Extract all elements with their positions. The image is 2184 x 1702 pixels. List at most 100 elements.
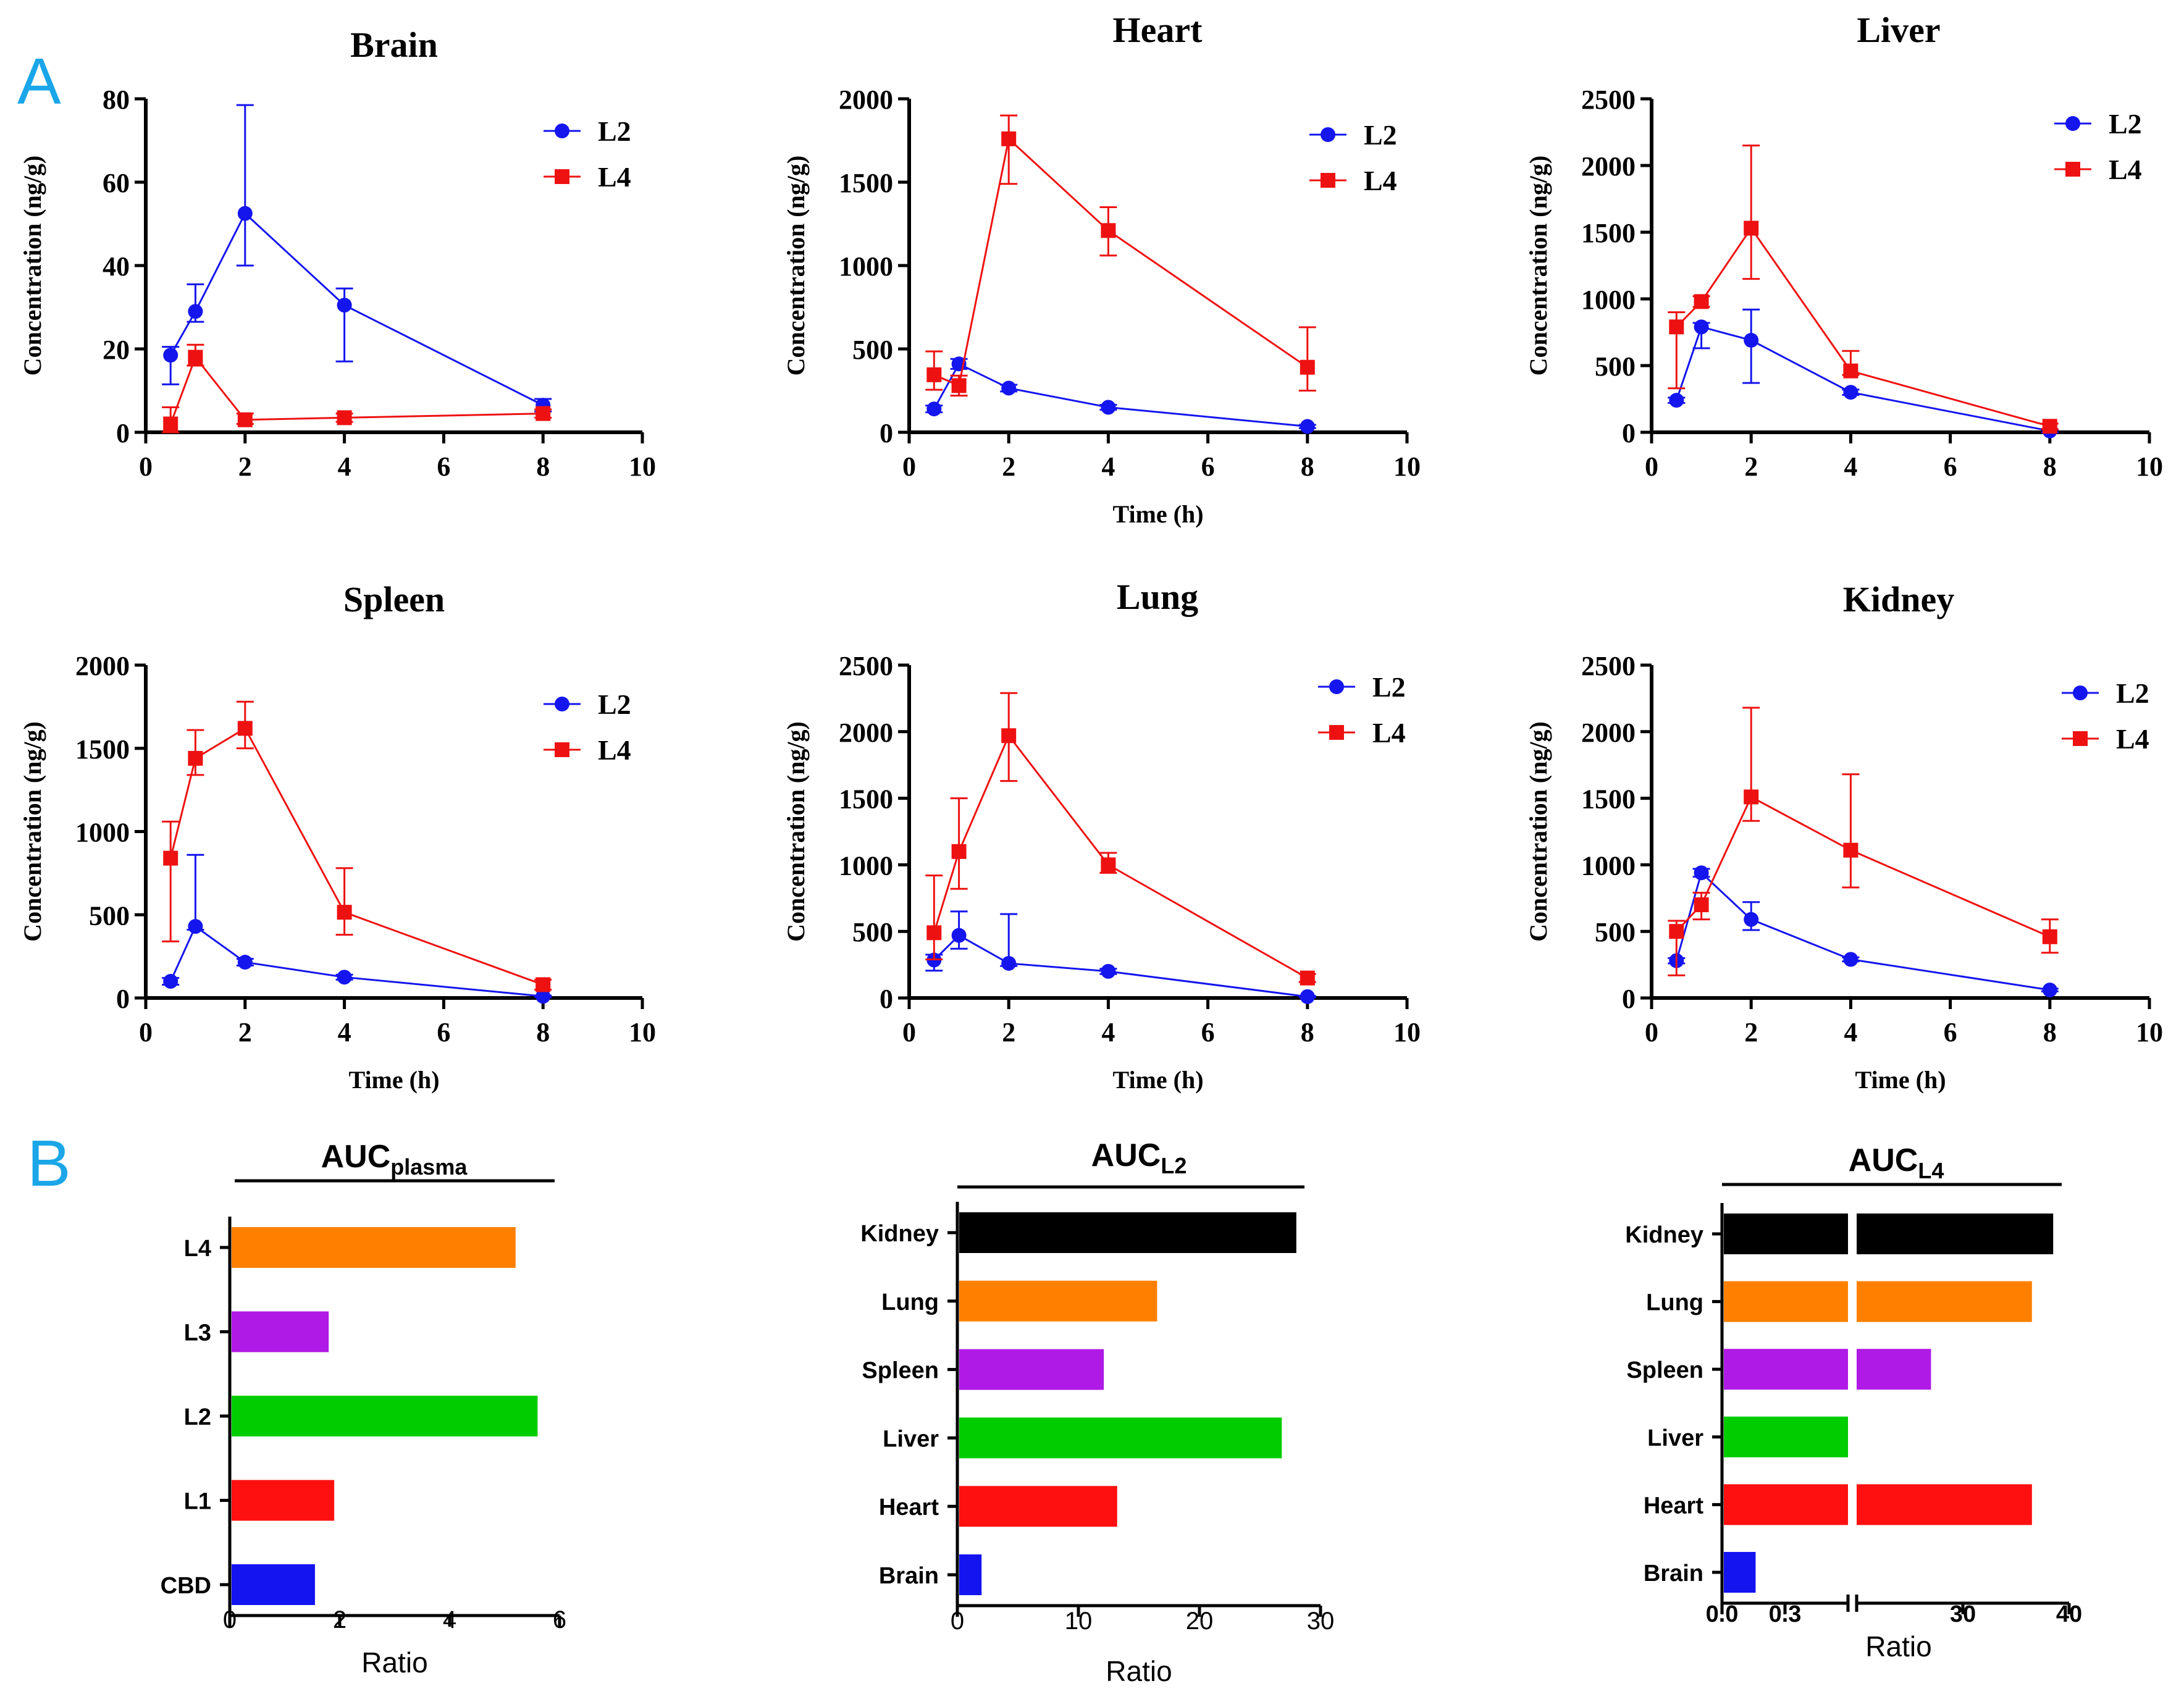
title-subscript: L4 [1918, 1158, 1944, 1183]
x-tick-label: 20 [1186, 1608, 1214, 1635]
y-tick-label: 0 [116, 984, 130, 1014]
data-point [163, 850, 178, 866]
y-tick-label: 0 [116, 418, 130, 448]
bar-l1 [232, 1480, 335, 1521]
x-tick-label: 6 [1944, 1017, 1957, 1047]
line-chart-heart: Heart 0 500 1000 1500 2000 0 2 4 6 8 10 Concentratio… [782, 10, 1421, 528]
y-tick-label: 80 [103, 85, 130, 115]
data-point [1694, 294, 1709, 309]
category-label: Kidney [860, 1221, 939, 1247]
data-point [1744, 912, 1759, 927]
series-l2 [925, 356, 1316, 434]
x-tick-label: 8 [2043, 451, 2057, 482]
data-point [1843, 952, 1858, 967]
panel-label-a: A [17, 45, 61, 118]
y-tick-label: 1500 [1581, 784, 1636, 815]
x-tick-label: 4 [1844, 451, 1857, 482]
bar-spleen [1724, 1349, 1848, 1390]
category-label: L2 [184, 1404, 211, 1430]
data-point [188, 304, 203, 319]
data-point [1101, 857, 1116, 873]
data-point [536, 977, 551, 992]
x-tick-label: 8 [1301, 1017, 1314, 1047]
category-label: CBD [161, 1573, 211, 1599]
data-point [337, 905, 352, 920]
data-point [1694, 319, 1709, 335]
data-point [337, 970, 352, 985]
x-tick-label: 4 [338, 451, 351, 482]
title-main: AUC [1849, 1142, 1918, 1178]
x-tick-label: 10 [629, 451, 656, 482]
bar-heart [959, 1486, 1117, 1527]
title-main: AUC [1091, 1138, 1161, 1173]
data-point [237, 955, 253, 970]
data-point [951, 928, 967, 943]
legend-label-l4: L4 [2109, 154, 2142, 185]
data-point [2042, 419, 2057, 434]
data-point [188, 750, 203, 766]
data-point [188, 350, 203, 365]
data-point [1694, 897, 1709, 913]
x-tick-label: 4 [338, 1017, 351, 1047]
data-point [1101, 963, 1116, 979]
series-l2 [162, 853, 552, 1004]
data-point [951, 844, 967, 859]
category-label: Kidney [1625, 1222, 1703, 1248]
series-l2 [1668, 308, 2059, 438]
y-axis-label: Concentration (ng/g) [1524, 156, 1552, 376]
y-tick-label: 2500 [1581, 85, 1636, 115]
x-tick-label: 4 [1101, 451, 1115, 482]
bar-kidney [1724, 1214, 1848, 1254]
legend-label-l4: L4 [2116, 723, 2149, 755]
y-tick-label: 0 [880, 418, 893, 448]
legend-marker-l4 [2073, 731, 2088, 746]
bar-brain [1724, 1552, 1756, 1593]
series-l4 [925, 114, 1316, 397]
bar-l2 [232, 1396, 538, 1436]
legend-marker-l2 [555, 124, 569, 138]
series-line [169, 212, 544, 406]
legend-marker-l4 [555, 742, 569, 757]
x-tick-label: 30 [1307, 1608, 1335, 1635]
y-tick-label: 20 [103, 335, 130, 365]
data-point [926, 367, 942, 382]
y-tick-label: 0 [880, 984, 893, 1014]
data-point [951, 378, 967, 393]
y-tick-label: 1500 [1581, 218, 1636, 248]
series-line [1675, 325, 2051, 432]
category-label: Brain [879, 1563, 939, 1589]
y-axis-label: Concentration (ng/g) [19, 721, 46, 942]
y-axis-label: Concentration (ng/g) [782, 721, 810, 942]
series-line [1676, 795, 2051, 938]
category-label: Heart [879, 1494, 939, 1520]
x-tick-label: 2 [238, 1017, 252, 1047]
x-axis-label: Time (h) [1112, 500, 1203, 528]
x-axis-label: Time (h) [348, 1066, 439, 1094]
line-chart-kidney: Kidney 0 500 1000 1500 2000 2500 0 2 4 6 8 10 Concent… [1524, 579, 2163, 1094]
legend-label-l2: L2 [598, 115, 631, 147]
category-label: Lung [881, 1289, 939, 1315]
x-axis-label: Ratio [361, 1646, 427, 1679]
series-line [933, 363, 1308, 428]
y-tick-label: 1000 [1581, 850, 1636, 881]
series-line [169, 924, 544, 997]
chart-title: Spleen [343, 579, 445, 619]
series-l2 [1668, 865, 2059, 998]
category-label: Spleen [1626, 1357, 1703, 1383]
y-tick-label: 2500 [1581, 651, 1636, 681]
x-tick-label: 10 [629, 1017, 656, 1047]
bar-liver [959, 1417, 1282, 1459]
series-l4 [1668, 145, 2059, 434]
y-tick-label: 60 [103, 168, 130, 198]
bar-heart [1724, 1484, 1848, 1525]
y-tick-label: 2000 [1581, 151, 1636, 182]
bar-chart-auc-l2: AUCL2 0 10 20 30 Ratio Kidney Lung Spleen Liver He… [860, 1138, 1334, 1687]
data-point [1001, 380, 1017, 396]
bar-l3 [232, 1311, 329, 1352]
x-tick-label: 10 [1065, 1608, 1093, 1635]
data-point [2042, 983, 2057, 998]
